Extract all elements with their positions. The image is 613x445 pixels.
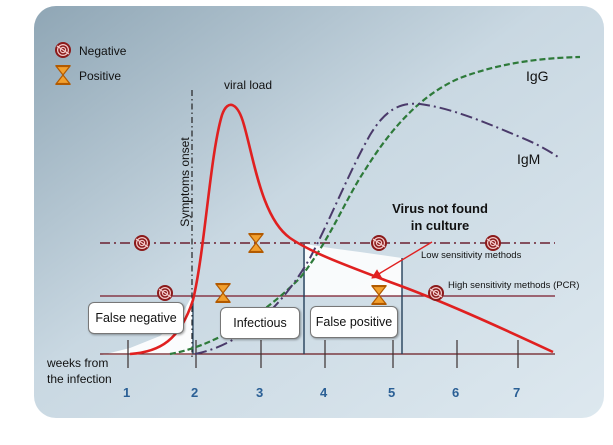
false-negative-box: False negative <box>88 302 184 334</box>
tick-label-4: 4 <box>320 385 328 400</box>
tick-label-5: 5 <box>388 385 396 400</box>
virus-not-found-label-line2: in culture <box>410 218 470 233</box>
negative-marker-low-3 <box>484 234 502 252</box>
weeks-label-line2: the infection <box>47 372 112 386</box>
viral-load-curve <box>129 103 554 356</box>
legend-negative-label: Negative <box>79 44 127 58</box>
negative-marker-high-2 <box>427 284 445 302</box>
tick-label-2: 2 <box>191 385 199 400</box>
time-ticks <box>127 340 519 368</box>
igm-label: IgM <box>517 151 541 167</box>
viral-load-label: viral load <box>224 78 273 92</box>
tick-label-6: 6 <box>452 385 460 400</box>
negative-marker-low-1 <box>133 234 151 252</box>
weeks-label-line1: weeks from <box>47 356 109 370</box>
negative-marker-high-1 <box>156 284 174 302</box>
virus-not-found-label-line1: Virus not found <box>392 201 488 216</box>
infectious-box: Infectious <box>220 307 300 339</box>
false-positive-box: False positive <box>310 306 398 338</box>
tick-label-7: 7 <box>513 385 521 400</box>
virus-not-found-arrow <box>371 241 433 279</box>
negative-marker-low-2 <box>370 234 388 252</box>
symptoms-onset-label: Symptoms onset <box>178 137 192 227</box>
legend-positive-label: Positive <box>79 69 122 83</box>
tick-label-3: 3 <box>256 385 264 400</box>
igg-label: IgG <box>526 68 549 84</box>
tick-label-1: 1 <box>123 385 131 400</box>
low-sensitivity-label: Low sensitivity methods <box>421 250 522 261</box>
negative-icon <box>54 41 72 59</box>
high-sensitivity-label: High sensitivity methods (PCR) <box>448 280 580 291</box>
